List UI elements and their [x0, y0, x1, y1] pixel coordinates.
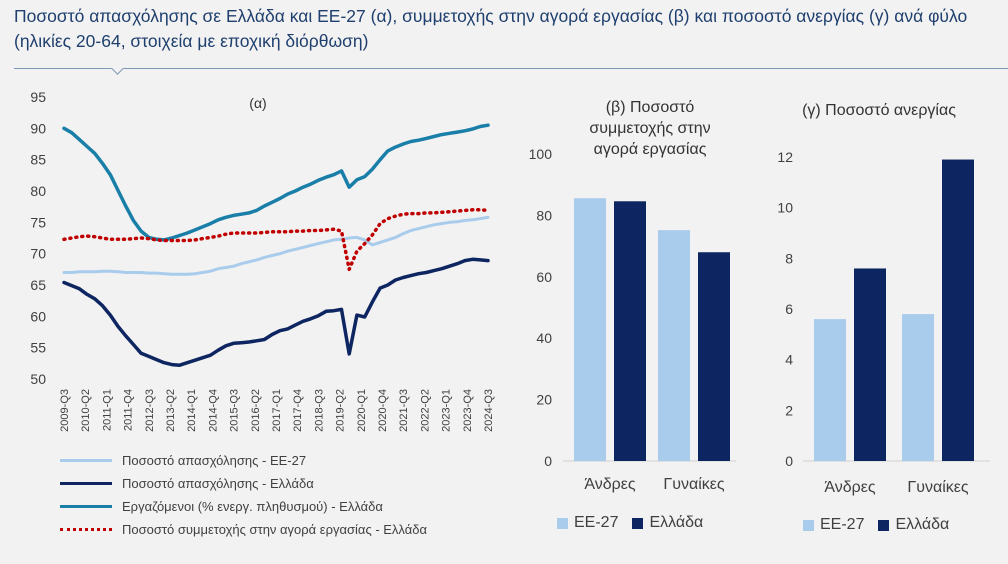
y-tick-label: 75 [30, 214, 46, 230]
legend-item-employed-share: Εργαζόμενοι (% ενεργ. πληθυσμού) - Ελλάδ… [60, 495, 427, 518]
legend-item-eu-employment: Ποσοστό απασχόλησης - ΕΕ-27 [60, 449, 427, 472]
y-tick-label: 90 [30, 120, 46, 136]
chart-a-legend: Ποσοστό απασχόλησης - ΕΕ-27 Ποσοστό απασ… [60, 449, 427, 541]
legend-label: ΕΕ-27 [820, 516, 865, 533]
y-tick-label: 2 [785, 402, 793, 418]
y-tick-label: 12 [777, 149, 793, 165]
x-tick-label: 2014-Q4 [207, 389, 219, 432]
x-tick-label: 2019-Q2 [335, 389, 347, 432]
chart-a-employment-lines: (α) 50 55 60 65 70 75 80 85 90 95 2009-Q3 2010-Q2 201… [30, 89, 495, 432]
bar-eu-0 [814, 319, 846, 461]
legend-label: Ποσοστό συμμετοχής στην αγορά εργασίας -… [122, 522, 428, 537]
x-tick-label: 2023-Q1 [441, 389, 453, 432]
chart-c-title-line: (γ) Ποσοστό ανεργίας [802, 102, 956, 119]
y-tick-label: 80 [30, 183, 46, 199]
legend-swatch-eu-employment [60, 459, 112, 462]
y-tick-label: 8 [785, 250, 793, 266]
chart-b-title-line: συμμετοχής στην [589, 120, 710, 137]
y-tick-label: 20 [536, 392, 552, 408]
x-tick-label: 2015-Q3 [229, 389, 241, 432]
chart-a-title: (α) [249, 95, 266, 111]
x-tick-label: 2020-Q1 [356, 389, 368, 432]
y-tick-label: 100 [529, 146, 553, 162]
bar-greece-1 [942, 159, 974, 462]
legend-item-eu: ΕΕ-27 [803, 516, 864, 534]
x-tick-label: 2012-Q3 [144, 389, 156, 432]
legend-item-eu: ΕΕ-27 [557, 514, 618, 532]
legend-label: Εργαζόμενοι (% ενεργ. πληθυσμού) - Ελλάδ… [122, 499, 383, 514]
legend-swatch-greece [878, 519, 890, 531]
legend-label: Ελλάδα [895, 516, 950, 533]
y-tick-label: 40 [536, 330, 552, 346]
x-tick-label: 2010-Q2 [80, 389, 92, 432]
chart-b-title-line: (β) Ποσοστό [606, 99, 695, 116]
y-tick-label: 60 [30, 308, 46, 324]
x-tick-label: 2016-Q2 [250, 389, 262, 432]
chart-b-participation-bars: (β) Ποσοστό συμμετοχής στην αγορά εργασίας… [529, 99, 736, 493]
category-label: Άνδρες [824, 479, 876, 496]
bar-eu-1 [658, 230, 690, 461]
x-tick-label: 2018-Q3 [313, 389, 325, 432]
legend-swatch-greece [632, 517, 644, 529]
y-tick-label: 85 [30, 152, 46, 168]
bar-eu-0 [574, 198, 606, 461]
x-tick-label: 2017-Q4 [292, 389, 304, 432]
y-tick-label: 60 [536, 269, 552, 285]
bar-greece-0 [614, 201, 646, 461]
x-tick-label: 2022-Q2 [419, 389, 431, 432]
chart-b-title-line: αγορά εργασίας [594, 141, 707, 158]
legend-swatch-employed-share [60, 505, 112, 508]
x-tick-label: 2009-Q3 [59, 389, 71, 432]
bar-greece-1 [698, 252, 730, 461]
legend-swatch-eu [803, 519, 814, 531]
x-tick-label: 2013-Q2 [165, 389, 177, 432]
chart-c-legend: ΕΕ-27 Ελλάδα [803, 516, 963, 534]
category-label: Άνδρες [584, 476, 636, 493]
legend-item-greece-employment: Ποσοστό απασχόλησης - Ελλάδα [60, 472, 427, 495]
legend-swatch-participation [60, 528, 112, 531]
y-tick-label: 4 [785, 352, 793, 368]
category-label: Γυναίκες [907, 479, 969, 496]
chart-c-unemployment-bars: (γ) Ποσοστό ανεργίας 0 2 4 6 8 10 12 Άνδρες Γυναί… [777, 102, 990, 496]
y-tick-label: 80 [536, 207, 552, 223]
legend-label: Ποσοστό απασχόλησης - Ελλάδα [122, 476, 314, 491]
legend-label: Ποσοστό απασχόλησης - ΕΕ-27 [122, 453, 307, 468]
page-title: Ποσοστό απασχόλησης σε Ελλάδα και ΕΕ-27 … [14, 6, 968, 51]
bar-eu-1 [902, 314, 934, 461]
x-tick-label: 2011-Q4 [123, 389, 135, 431]
legend-item-participation: Ποσοστό συμμετοχής στην αγορά εργασίας -… [60, 518, 427, 541]
y-tick-label: 10 [777, 200, 793, 216]
x-tick-label: 2020-Q4 [377, 389, 389, 432]
y-tick-label: 0 [544, 453, 552, 469]
y-tick-label: 6 [785, 301, 793, 317]
legend-item-greece: Ελλάδα [632, 514, 703, 532]
x-tick-label: 2023-Q4 [462, 389, 474, 432]
y-tick-label: 70 [30, 246, 46, 262]
x-tick-label: 2011-Q1 [101, 389, 113, 431]
category-label: Γυναίκες [663, 476, 725, 493]
series-line-1 [62, 257, 490, 367]
x-tick-label: 2021-Q3 [398, 389, 410, 432]
series-line-2 [62, 123, 490, 242]
y-tick-label: 55 [30, 340, 46, 356]
x-tick-label: 2024-Q3 [483, 389, 495, 432]
legend-label: ΕΕ-27 [574, 514, 619, 531]
x-tick-label: 2014-Q1 [186, 389, 198, 432]
x-tick-label: 2017-Q1 [271, 389, 283, 432]
legend-label: Ελλάδα [649, 514, 704, 531]
y-tick-label: 65 [30, 277, 46, 293]
bar-greece-0 [854, 268, 886, 461]
y-tick-label: 0 [785, 453, 793, 469]
y-tick-label: 50 [30, 371, 46, 387]
series-line-0 [62, 215, 490, 276]
legend-swatch-eu [557, 517, 568, 529]
legend-item-greece: Ελλάδα [878, 516, 949, 534]
y-tick-label: 95 [30, 89, 46, 105]
title-divider [14, 68, 1008, 69]
chart-b-legend: ΕΕ-27 Ελλάδα [557, 514, 717, 532]
legend-swatch-greece-employment [60, 482, 112, 485]
series-line-3 [62, 208, 490, 272]
